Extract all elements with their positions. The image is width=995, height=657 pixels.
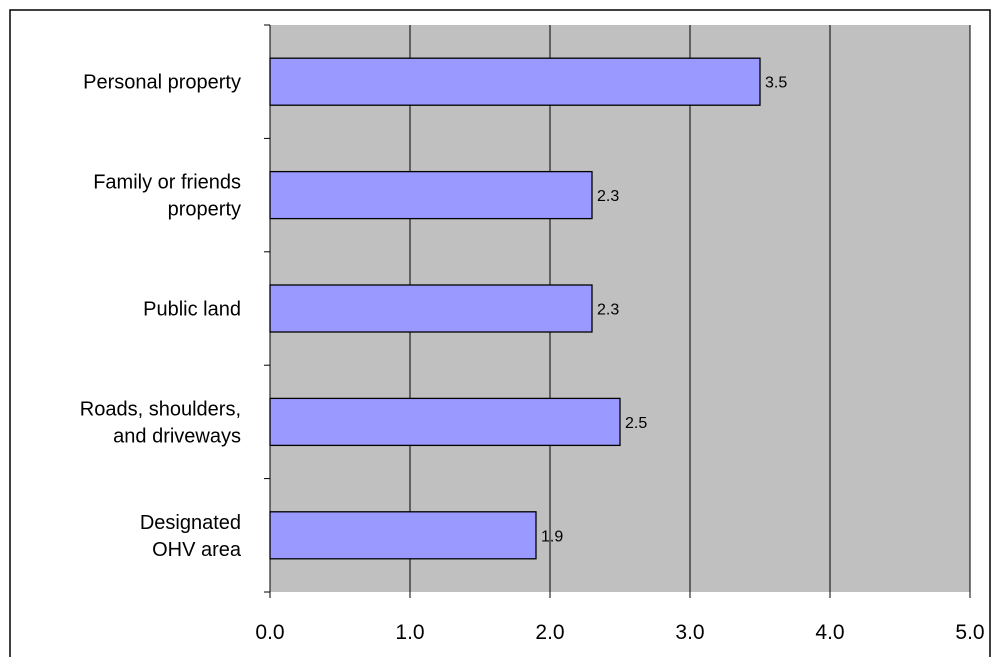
category-label: Family or friends (93, 172, 241, 194)
x-tick-label: 2.0 (535, 621, 564, 644)
data-label: 3.5 (765, 75, 787, 92)
category-label: Public land (143, 299, 241, 321)
data-label: 2.3 (597, 302, 619, 319)
x-tick-label: 3.0 (675, 621, 704, 644)
bar (269, 170, 593, 220)
data-label: 2.3 (597, 188, 619, 205)
data-label: 1.9 (541, 528, 563, 545)
bar (269, 397, 621, 447)
category-label: Roads, shoulders, (80, 398, 241, 420)
category-label: and driveways (113, 425, 241, 447)
bars (269, 57, 761, 560)
bar (269, 284, 593, 333)
category-labels: Personal property Family or friends proper… (80, 72, 242, 561)
bar (269, 57, 761, 106)
bar (269, 511, 537, 560)
x-tick-label: 5.0 (955, 621, 984, 644)
x-tick-labels: 0.0 1.0 2.0 3.0 4.0 5.0 (255, 621, 984, 644)
x-tick-label: 0.0 (255, 621, 284, 644)
data-labels: 3.5 2.3 2.3 2.5 1.9 (541, 75, 787, 546)
data-label: 2.5 (625, 415, 647, 432)
category-label: OHV area (152, 539, 242, 561)
x-tick-label: 1.0 (395, 621, 424, 644)
category-label: Personal property (83, 72, 241, 94)
axes (264, 24, 971, 598)
category-label: Designated (140, 512, 241, 534)
x-tick-label: 4.0 (815, 621, 844, 644)
category-label: property (168, 199, 241, 221)
